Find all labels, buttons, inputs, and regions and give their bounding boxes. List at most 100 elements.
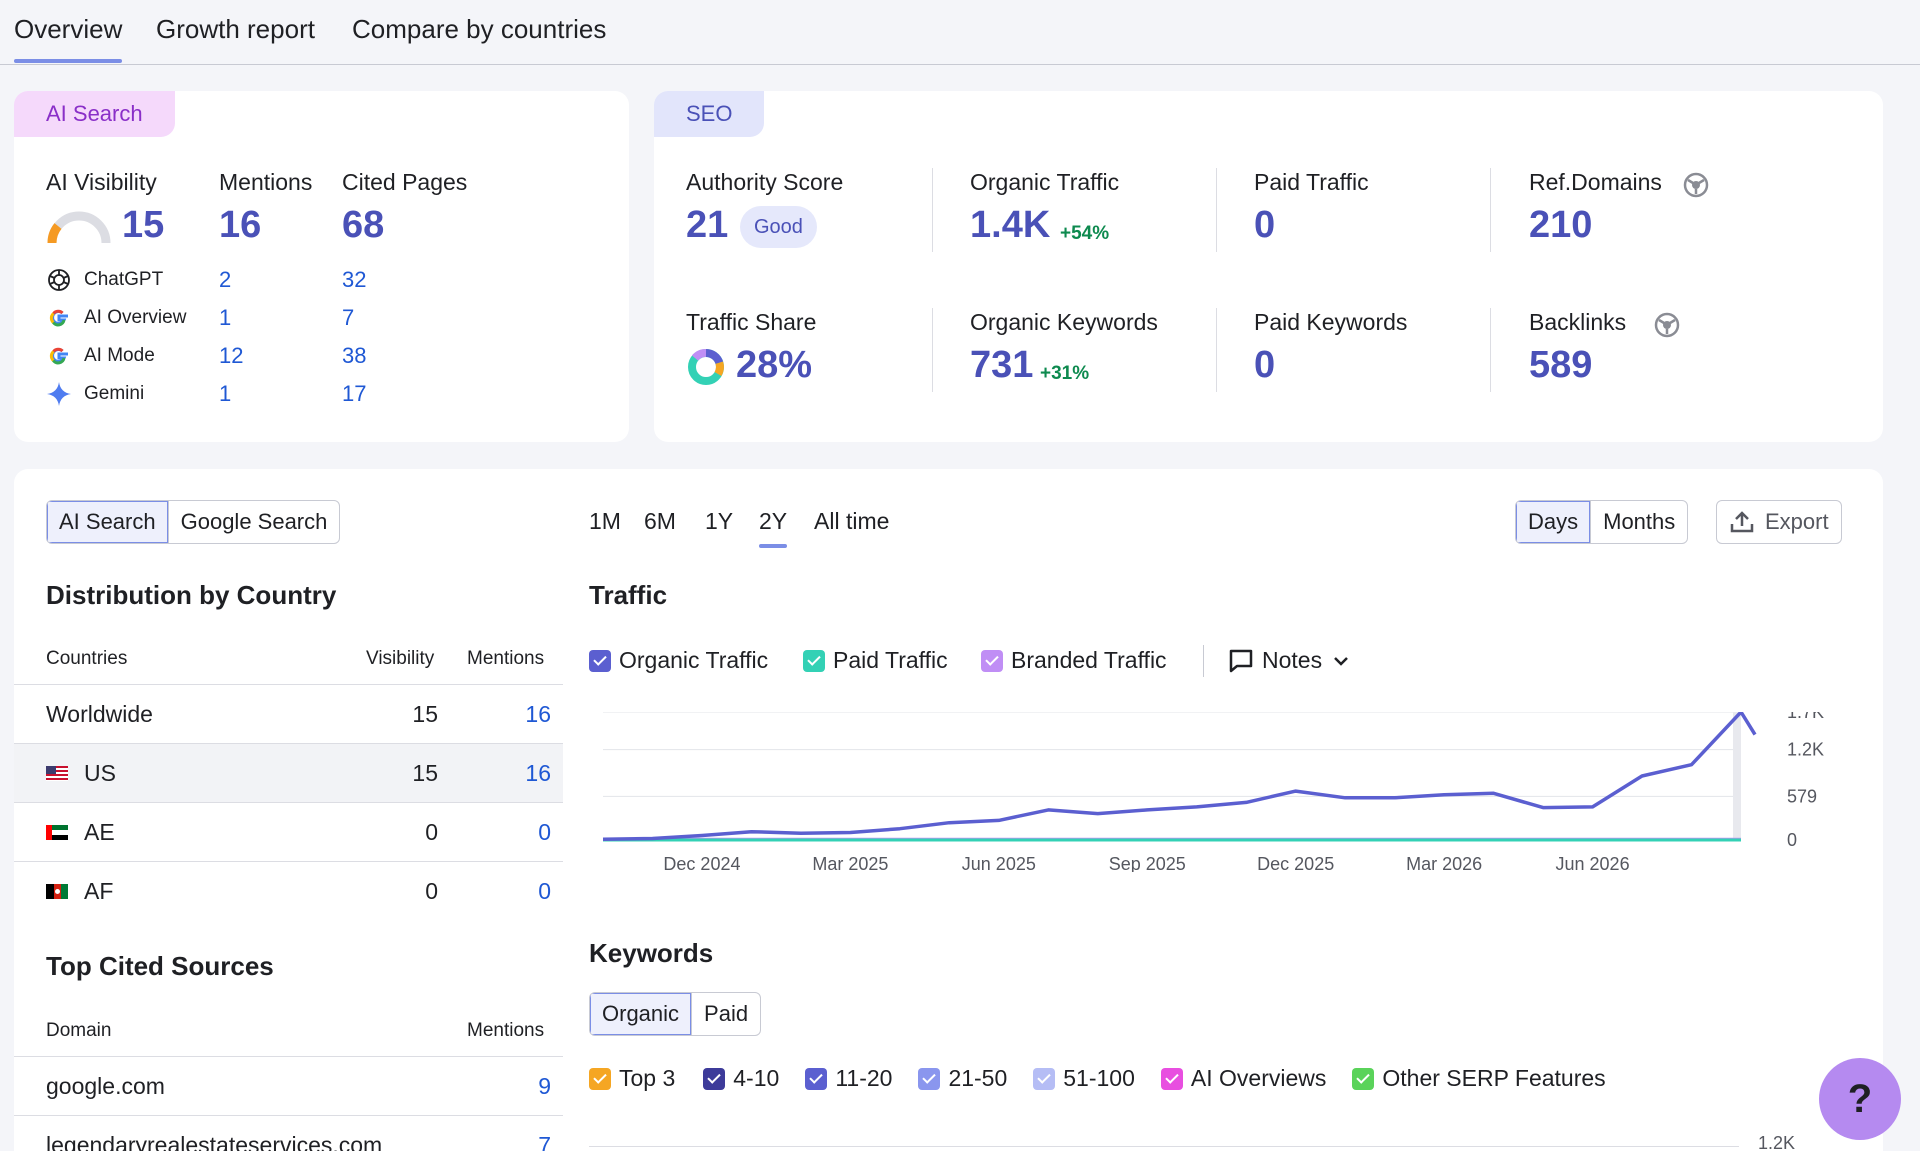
toggle-days[interactable]: Days <box>1516 501 1592 543</box>
paid-traffic-value[interactable]: 0 <box>1254 204 1276 246</box>
legend-label: Organic Traffic <box>619 647 769 673</box>
engine-gemini-mentions[interactable]: 1 <box>219 381 232 406</box>
column-visibility[interactable]: Visibility <box>366 648 435 669</box>
us-flag-icon <box>46 766 68 781</box>
checkbox-checked-icon <box>589 1067 611 1090</box>
table-row[interactable]: google.com 9 <box>14 1057 563 1115</box>
backlinks-value[interactable]: 589 <box>1529 344 1593 386</box>
keyword-legend-label: Other SERP Features <box>1382 1065 1606 1091</box>
country-mentions[interactable]: 0 <box>538 878 551 904</box>
legend-paid-traffic[interactable]: Paid Traffic <box>803 647 948 674</box>
legend-label: Branded Traffic <box>1011 647 1167 673</box>
keyword-legend-label: 11-20 <box>835 1065 893 1091</box>
export-button[interactable]: Export <box>1716 500 1842 544</box>
organic-traffic-value[interactable]: 1.4K <box>970 204 1051 246</box>
tab-growth-report[interactable]: Growth report <box>156 14 315 44</box>
paid-keywords-label: Paid Keywords <box>1254 309 1408 335</box>
table-row[interactable]: legendaryrealestateservices.com 7 <box>14 1116 563 1151</box>
organic-keywords-value[interactable]: 731 <box>970 344 1034 386</box>
y-tick-label: 0 <box>1787 830 1797 850</box>
checkbox-checked-icon <box>1352 1067 1375 1090</box>
range-6m[interactable]: 6M <box>644 508 676 534</box>
ref-domains-value[interactable]: 210 <box>1529 204 1593 246</box>
paid-keywords-value[interactable]: 0 <box>1254 344 1276 386</box>
engine-chatgpt-mentions[interactable]: 2 <box>219 267 232 292</box>
keyword-legend-label: AI Overviews <box>1190 1065 1327 1091</box>
column-countries: Countries <box>46 648 128 669</box>
google-icon <box>49 347 68 365</box>
country-mentions[interactable]: 16 <box>525 760 551 786</box>
column-source-mentions[interactable]: Mentions <box>467 1020 545 1041</box>
tab-compare-by-countries[interactable]: Compare by countries <box>352 14 607 44</box>
traffic-chart[interactable]: 1.7K 1.2K 579 0 Dec 2024 Mar 2025 Jun 2025 Sep … <box>589 712 1829 872</box>
engine-gemini-cited[interactable]: 17 <box>342 381 367 406</box>
keyword-legend-label: 4-10 <box>733 1065 780 1091</box>
country-mentions[interactable]: 0 <box>538 819 551 845</box>
keyword-legend-item[interactable]: 21-50 <box>918 1065 1007 1092</box>
ai-search-card: AI Search AI Visibility Mentions Cited P… <box>14 91 629 442</box>
engine-ai-overview-mentions[interactable]: 1 <box>219 305 232 330</box>
checkbox-checked-icon <box>703 1067 726 1090</box>
legend-branded-traffic[interactable]: Branded Traffic <box>981 647 1167 674</box>
keyword-legend-item[interactable]: Other SERP Features <box>1352 1065 1606 1092</box>
backlinks-tool-icon[interactable] <box>1654 312 1680 338</box>
source-mentions[interactable]: 7 <box>538 1132 551 1151</box>
checkbox-checked-icon <box>803 649 825 672</box>
table-row[interactable]: Worldwide 15 16 <box>14 685 563 743</box>
table-row[interactable]: US 15 16 <box>14 744 563 802</box>
mentions-label: Mentions <box>219 169 313 195</box>
ai-search-card-tab: AI Search <box>14 91 175 137</box>
engine-ai-mode-cited[interactable]: 38 <box>342 343 367 368</box>
toggle-ai-search[interactable]: AI Search <box>47 501 169 543</box>
country-mentions[interactable]: 16 <box>525 701 551 727</box>
checkbox-checked-icon <box>805 1067 828 1090</box>
source-domain[interactable]: legendaryrealestateservices.com <box>46 1132 383 1151</box>
keywords-y-tick: 1.2K <box>1758 1133 1796 1151</box>
keyword-legend-item[interactable]: 4-10 <box>703 1065 779 1092</box>
authority-score-value: 21 <box>686 204 729 246</box>
cited-pages-label: Cited Pages <box>342 169 468 195</box>
toggle-paid[interactable]: Paid <box>704 1001 749 1026</box>
granularity-toggle: Days Months <box>1515 500 1689 544</box>
checkbox-checked-icon <box>589 649 611 672</box>
keywords-legend: Top 3 4-10 11-20 21-50 51-100 AI Overviews Oth… <box>589 1065 1632 1092</box>
keyword-legend-item[interactable]: 51-100 <box>1033 1065 1135 1092</box>
tab-overview[interactable]: Overview <box>14 14 123 63</box>
notes-dropdown[interactable]: Notes <box>1228 647 1350 674</box>
keyword-legend-item[interactable]: 11-20 <box>805 1065 892 1092</box>
engine-ai-overview-cited[interactable]: 7 <box>342 305 355 330</box>
table-row[interactable]: AE 0 0 <box>14 803 563 861</box>
organic-keywords-delta: +31% <box>1040 363 1090 384</box>
x-tick-label: Mar 2025 <box>812 854 888 872</box>
traffic-share-donut-icon <box>688 349 724 385</box>
column-mentions[interactable]: Mentions <box>467 648 545 669</box>
notes-label: Notes <box>1262 647 1323 673</box>
toggle-organic[interactable]: Organic <box>590 993 693 1035</box>
source-domain[interactable]: google.com <box>46 1073 165 1099</box>
seo-card-tab: SEO <box>654 91 765 137</box>
source-mentions[interactable]: 9 <box>538 1073 551 1099</box>
range-all-time[interactable]: All time <box>814 508 890 534</box>
current-period-shade <box>1733 712 1741 840</box>
engine-ai-mode-mentions[interactable]: 12 <box>219 343 244 368</box>
notes-icon <box>1229 649 1253 672</box>
table-row[interactable]: AF 0 0 <box>14 862 563 920</box>
organic-traffic-label: Organic Traffic <box>970 169 1120 195</box>
toggle-google-search[interactable]: Google Search <box>180 509 328 534</box>
mentions-value: 16 <box>219 204 262 246</box>
keyword-legend-item[interactable]: AI Overviews <box>1160 1065 1327 1092</box>
engine-ai-mode-name: AI Mode <box>84 345 155 366</box>
backlinks-label: Backlinks <box>1529 309 1627 335</box>
y-tick-label: 1.7K <box>1787 712 1824 722</box>
toggle-months[interactable]: Months <box>1603 509 1676 534</box>
visibility-gauge-icon <box>47 211 111 244</box>
range-1m[interactable]: 1M <box>589 508 621 534</box>
keyword-legend-item[interactable]: Top 3 <box>589 1065 675 1092</box>
help-button[interactable]: ? <box>1819 1058 1901 1140</box>
backlinks-tool-icon[interactable] <box>1683 172 1709 198</box>
legend-organic-traffic[interactable]: Organic Traffic <box>589 647 768 674</box>
engine-chatgpt-cited[interactable]: 32 <box>342 267 367 292</box>
range-2y[interactable]: 2Y <box>759 508 788 548</box>
range-1y[interactable]: 1Y <box>705 508 734 534</box>
chevron-down-icon <box>1334 656 1348 666</box>
